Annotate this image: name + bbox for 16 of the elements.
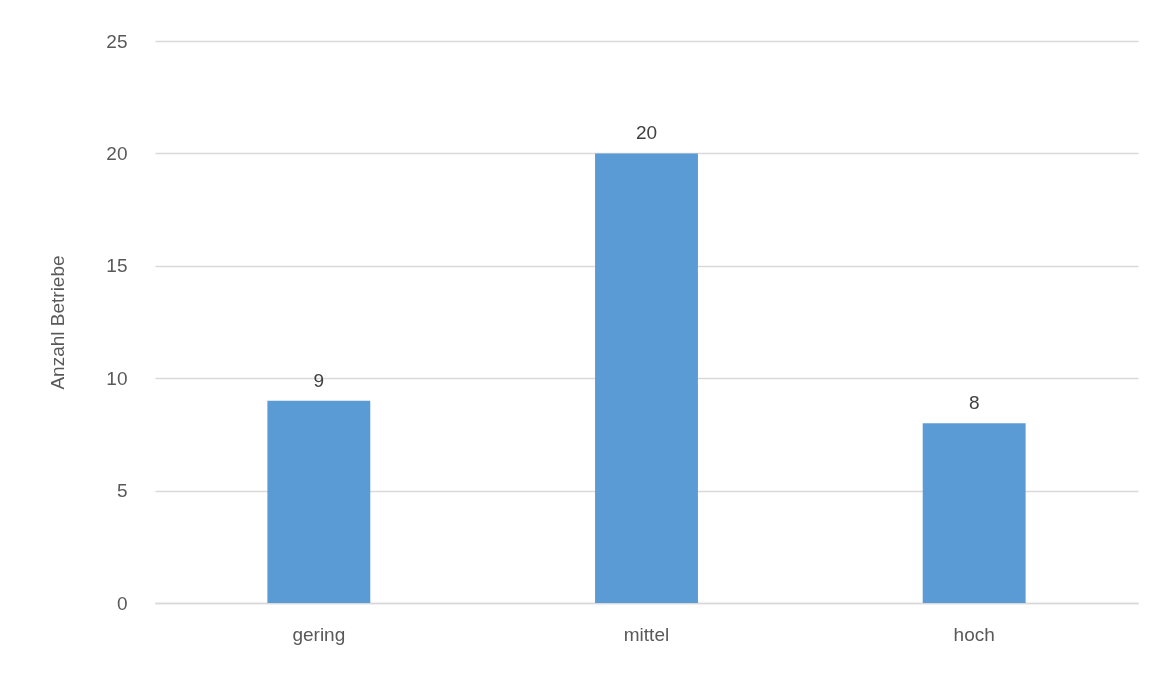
- y-tick-label: 5: [116, 480, 128, 502]
- data-label: 20: [635, 122, 658, 144]
- y-axis-title: Anzahl Betriebe: [47, 255, 69, 390]
- x-tick-label: mittel: [623, 623, 670, 645]
- x-tick-label: hoch: [953, 623, 995, 645]
- bar: [267, 400, 371, 603]
- bar: [922, 423, 1026, 603]
- data-label: 8: [968, 392, 980, 414]
- y-tick-label: 10: [106, 367, 128, 389]
- y-tick-label: 0: [116, 592, 128, 614]
- bar: [595, 153, 698, 603]
- y-tick-label: 15: [106, 255, 128, 277]
- y-tick-label: 25: [106, 30, 128, 52]
- y-tick-label: 20: [106, 142, 128, 164]
- data-label: 9: [313, 369, 325, 391]
- x-tick-label: gering: [292, 623, 346, 645]
